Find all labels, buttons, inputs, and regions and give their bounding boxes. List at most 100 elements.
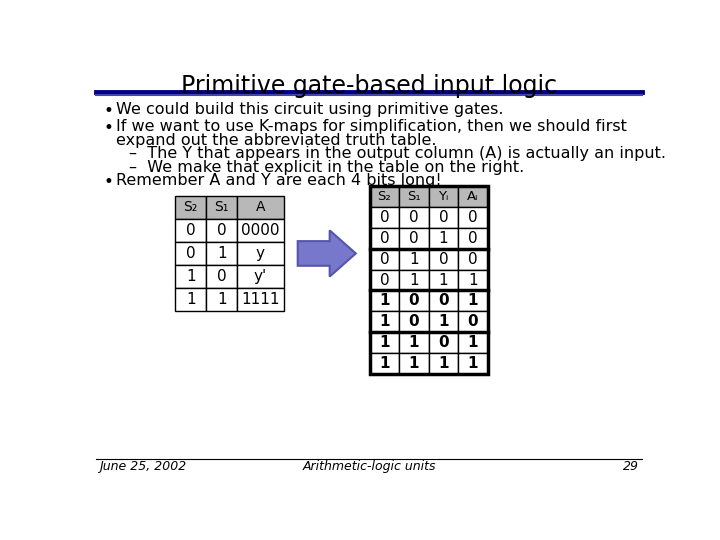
Bar — [399, 311, 428, 332]
Bar — [370, 207, 399, 228]
Bar — [458, 228, 487, 249]
Text: S₂: S₂ — [377, 191, 392, 204]
Bar — [238, 242, 284, 265]
Bar — [206, 288, 238, 311]
Text: 1: 1 — [409, 252, 419, 267]
Bar — [458, 291, 487, 311]
Text: 1: 1 — [379, 335, 390, 350]
Text: 29: 29 — [623, 460, 639, 473]
Text: 1: 1 — [467, 335, 478, 350]
Polygon shape — [297, 231, 356, 276]
Text: 0: 0 — [409, 231, 419, 246]
Text: 0: 0 — [438, 293, 449, 308]
Bar — [399, 353, 428, 374]
Text: y': y' — [254, 269, 267, 284]
Bar — [428, 291, 458, 311]
Bar — [370, 186, 399, 207]
Bar — [206, 195, 238, 219]
Text: Aᵢ: Aᵢ — [467, 191, 479, 204]
Text: •: • — [104, 119, 114, 137]
Text: •: • — [104, 102, 114, 120]
Bar — [428, 249, 458, 269]
Bar — [175, 265, 206, 288]
Text: 1: 1 — [438, 356, 449, 370]
Text: 0: 0 — [379, 252, 390, 267]
Text: Yᵢ: Yᵢ — [438, 191, 449, 204]
Bar — [399, 249, 428, 269]
Text: 0: 0 — [409, 293, 419, 308]
Bar — [428, 269, 458, 291]
Text: 1: 1 — [438, 231, 449, 246]
Text: 1: 1 — [186, 292, 196, 307]
Bar — [206, 265, 238, 288]
Bar — [175, 288, 206, 311]
Text: 1: 1 — [379, 314, 390, 329]
Bar — [370, 249, 399, 269]
Text: S₁: S₁ — [407, 191, 420, 204]
Bar — [458, 269, 487, 291]
Text: 1: 1 — [379, 356, 390, 370]
Bar — [399, 186, 428, 207]
Text: 1: 1 — [186, 269, 196, 284]
Bar — [238, 195, 284, 219]
Text: 1: 1 — [409, 335, 419, 350]
Bar — [428, 332, 458, 353]
Text: 0: 0 — [468, 231, 477, 246]
Text: 0: 0 — [379, 210, 390, 225]
Bar — [370, 291, 399, 311]
Text: 0000: 0000 — [241, 223, 280, 238]
Bar — [370, 269, 399, 291]
Text: 1: 1 — [438, 314, 449, 329]
Bar — [370, 332, 399, 353]
Bar — [238, 288, 284, 311]
Text: If we want to use K-maps for simplification, then we should first: If we want to use K-maps for simplificat… — [117, 119, 627, 134]
Text: 0: 0 — [217, 223, 227, 238]
Bar — [458, 207, 487, 228]
Text: 1: 1 — [467, 356, 478, 370]
Text: S₁: S₁ — [215, 200, 229, 214]
Bar — [399, 207, 428, 228]
Text: 1: 1 — [217, 246, 227, 261]
Text: expand out the abbreviated truth table.: expand out the abbreviated truth table. — [117, 132, 437, 147]
Text: 0: 0 — [438, 335, 449, 350]
Text: 1111: 1111 — [241, 292, 280, 307]
Bar — [206, 242, 238, 265]
Text: 0: 0 — [468, 210, 477, 225]
Bar — [428, 186, 458, 207]
Text: 0: 0 — [379, 231, 390, 246]
Bar — [370, 353, 399, 374]
Bar — [428, 228, 458, 249]
Bar — [428, 353, 458, 374]
Text: •: • — [104, 173, 114, 191]
Text: 0: 0 — [217, 269, 227, 284]
Bar — [458, 186, 487, 207]
Text: 1: 1 — [409, 356, 419, 370]
Text: 1: 1 — [467, 293, 478, 308]
Text: We could build this circuit using primitive gates.: We could build this circuit using primit… — [117, 102, 504, 117]
Bar — [175, 242, 206, 265]
Text: 0: 0 — [438, 210, 449, 225]
Bar — [458, 332, 487, 353]
Text: –  The Y that appears in the output column (A) is actually an input.: – The Y that appears in the output colum… — [129, 146, 666, 161]
Bar — [206, 219, 238, 242]
Bar — [458, 249, 487, 269]
Bar — [428, 207, 458, 228]
Bar — [399, 332, 428, 353]
Text: 1: 1 — [409, 273, 419, 287]
Text: Arithmetic-logic units: Arithmetic-logic units — [302, 460, 436, 473]
Text: 0: 0 — [467, 314, 478, 329]
Bar — [238, 265, 284, 288]
Text: 0: 0 — [186, 246, 196, 261]
Bar — [428, 311, 458, 332]
Bar — [370, 228, 399, 249]
Bar — [370, 311, 399, 332]
Text: Remember A and Y are each 4 bits long!: Remember A and Y are each 4 bits long! — [117, 173, 442, 188]
Bar — [399, 269, 428, 291]
Bar — [175, 219, 206, 242]
Bar — [370, 186, 487, 374]
Text: 1: 1 — [468, 273, 477, 287]
Text: 0: 0 — [438, 252, 449, 267]
Text: June 25, 2002: June 25, 2002 — [99, 460, 186, 473]
Bar — [399, 228, 428, 249]
Text: 1: 1 — [217, 292, 227, 307]
